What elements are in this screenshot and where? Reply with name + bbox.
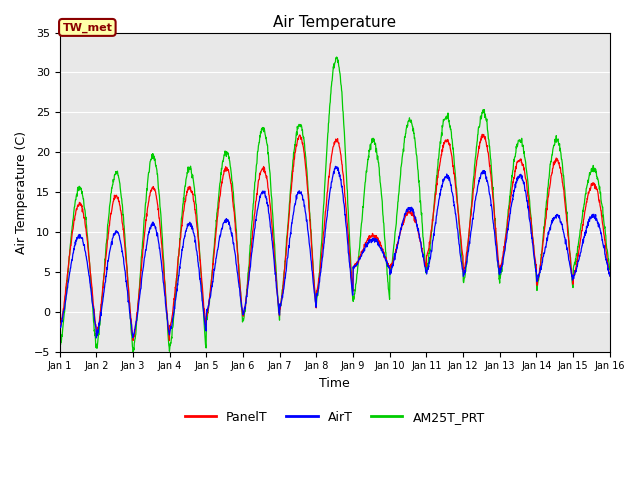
X-axis label: Time: Time <box>319 377 350 390</box>
Text: TW_met: TW_met <box>63 22 112 33</box>
Y-axis label: Air Temperature (C): Air Temperature (C) <box>15 131 28 253</box>
Title: Air Temperature: Air Temperature <box>273 15 396 30</box>
Legend: PanelT, AirT, AM25T_PRT: PanelT, AirT, AM25T_PRT <box>180 406 490 429</box>
